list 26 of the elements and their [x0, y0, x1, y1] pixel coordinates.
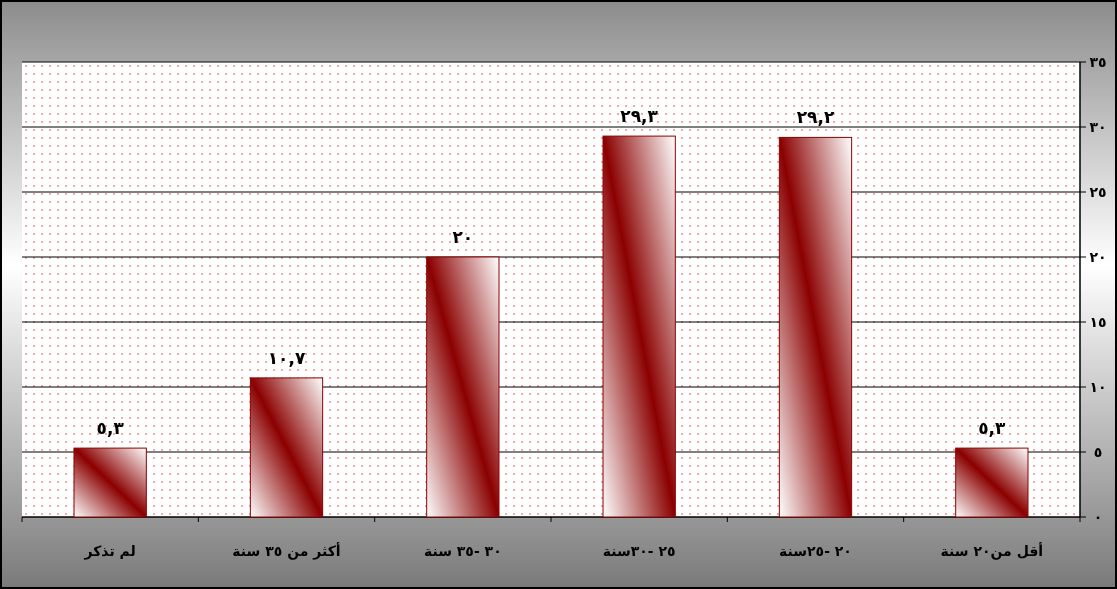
- bar: [249, 377, 324, 518]
- y-tick-label: ٣٥: [1089, 54, 1107, 70]
- data-label: ٢٩,٢: [796, 107, 835, 128]
- y-tick-label: ٢٥: [1089, 184, 1107, 200]
- bar: [602, 135, 676, 518]
- data-label: ٥,٣: [96, 418, 125, 439]
- data-label: ١٠,٧: [267, 347, 306, 368]
- y-tick-label: ٠: [1093, 509, 1103, 525]
- data-label: ٥,٣: [978, 418, 1007, 439]
- bar: [426, 256, 500, 518]
- x-tick-label: لم تذكر: [83, 543, 136, 560]
- y-tick-label: ١٠: [1089, 379, 1107, 395]
- bar: [73, 447, 147, 518]
- x-tick-label: ٣٠ -٣٥ سنة: [423, 543, 502, 559]
- x-tick-label: أقل من٢٠ سنة: [940, 542, 1044, 560]
- data-label: ٢٩,٣: [620, 106, 659, 127]
- bar: [955, 447, 1029, 518]
- data-label: ٢٠: [452, 227, 474, 247]
- y-tick-label: ١٥: [1089, 314, 1107, 330]
- bar: [778, 136, 853, 518]
- y-tick-label: ٥: [1093, 444, 1103, 460]
- y-tick-label: ٣٠: [1089, 119, 1107, 135]
- x-tick-label: أكثر من ٣٥ سنة: [232, 542, 341, 560]
- y-tick-label: ٢٠: [1089, 249, 1107, 265]
- x-tick-label: ٢٠ -٢٥سنة: [779, 543, 852, 559]
- x-tick-label: ٢٥ -٣٠سنة: [602, 543, 676, 559]
